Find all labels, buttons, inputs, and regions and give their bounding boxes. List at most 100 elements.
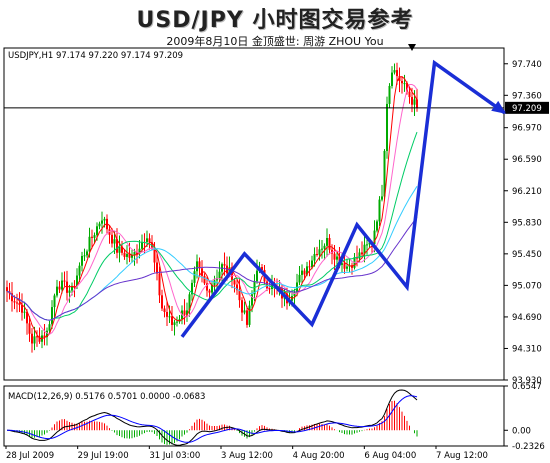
chart-title: USD/JPY 小时图交易参考 [136,8,414,33]
candle-body [183,310,186,315]
candle-body [66,281,68,293]
candle-body [331,249,333,254]
macd-lines [6,389,418,446]
candle-body [386,103,388,151]
candle-body [118,246,121,253]
candle-body [416,99,418,108]
x-tick-label: 28 Jul 2009 [6,451,54,461]
last-price-label: 97.209 [512,104,542,114]
candle-body [376,221,378,231]
candle-body [168,316,171,318]
candle-body [193,271,196,283]
x-tick-label: 3 Aug 12:00 [221,451,273,461]
macd-tick-label: -0.2326 [512,442,545,452]
candle-body [316,253,318,255]
candle-body [121,246,123,253]
candle-body [63,280,66,282]
y-tick-label: 95.450 [512,250,542,260]
candle-body [38,336,41,342]
candle-body [31,333,33,344]
candle-body [58,286,61,290]
last-price-box [505,101,549,114]
macd-panel-frame [3,385,505,447]
moving-average-line [6,84,418,335]
candle-body [233,280,236,285]
candle-body [73,285,76,287]
candle-body [341,263,343,265]
candle-body [313,253,316,261]
candle-body [393,70,396,73]
candle-body [153,247,156,263]
wave-arrowhead-icon [491,100,507,114]
candle-body [241,300,243,313]
y-tick-label: 95.830 [512,218,542,228]
candle-body [398,76,401,81]
y-tick-label: 94.690 [512,313,542,323]
candle-body [81,255,83,266]
candle-body [268,288,271,290]
candle-body [248,305,251,325]
candle-body [93,235,96,238]
period-marker-icon [408,44,416,51]
candle-body [111,234,113,244]
candle-body [96,226,98,236]
candle-body [161,295,163,309]
candle-body [71,285,73,291]
candle-body [21,304,23,313]
macd-main-line [6,389,418,446]
candle-body [188,294,191,311]
candle-body [383,150,386,197]
y-tick-label: 96.590 [512,155,542,165]
candle-body [363,244,366,255]
candle-body [126,254,128,257]
candle-body [48,324,51,331]
candle-body [213,280,216,285]
candle-body [13,301,16,303]
candle-body [196,261,198,272]
candle-body [91,236,93,238]
candle-body [391,72,393,86]
candle-body [293,292,296,297]
candle-body [46,330,48,338]
candle-body [83,255,86,257]
candle-body [378,199,381,222]
candle-body [203,275,206,284]
candle-body [133,252,136,255]
candle-body [26,311,28,324]
y-tick-label: 97.360 [512,91,542,101]
candle-body [208,290,211,293]
candle-body [78,265,81,276]
y-tick-label: 96.970 [512,124,542,134]
candle-body [251,294,253,306]
candle-body [113,239,116,244]
main-y-axis: 97.740 97.360 96.970 96.590 96.210 95.830 95.4… [504,60,542,386]
candle-body [138,248,141,254]
main-panel-frame [3,47,505,381]
candle-body [361,252,363,255]
candle-body [86,251,88,256]
candle-body [116,239,118,253]
x-tick-label: 31 Jul 03:00 [149,451,200,461]
candle-body [216,277,218,281]
x-axis: 28 Jul 2009 29 Jul 19:00 31 Jul 03:00 3 Aug… [5,446,488,461]
candle-body [323,245,326,249]
candle-body [346,266,348,269]
candle-body [256,270,258,282]
candle-body [61,280,63,290]
macd-signal-line [7,395,418,443]
candle-body [366,244,368,246]
candle-body [103,218,106,221]
candle-body [388,85,391,104]
candle-body [98,223,101,227]
macd-tick-label: 0.00 [512,426,531,436]
candle-body [6,287,8,292]
candle-body [343,263,346,269]
candle-body [381,196,383,200]
last-price-line: 97.209 [4,101,549,114]
candle-body [56,286,58,296]
candle-body [318,249,321,255]
candle-body [88,236,91,252]
candle-body [411,97,413,105]
candle-body [123,252,126,257]
